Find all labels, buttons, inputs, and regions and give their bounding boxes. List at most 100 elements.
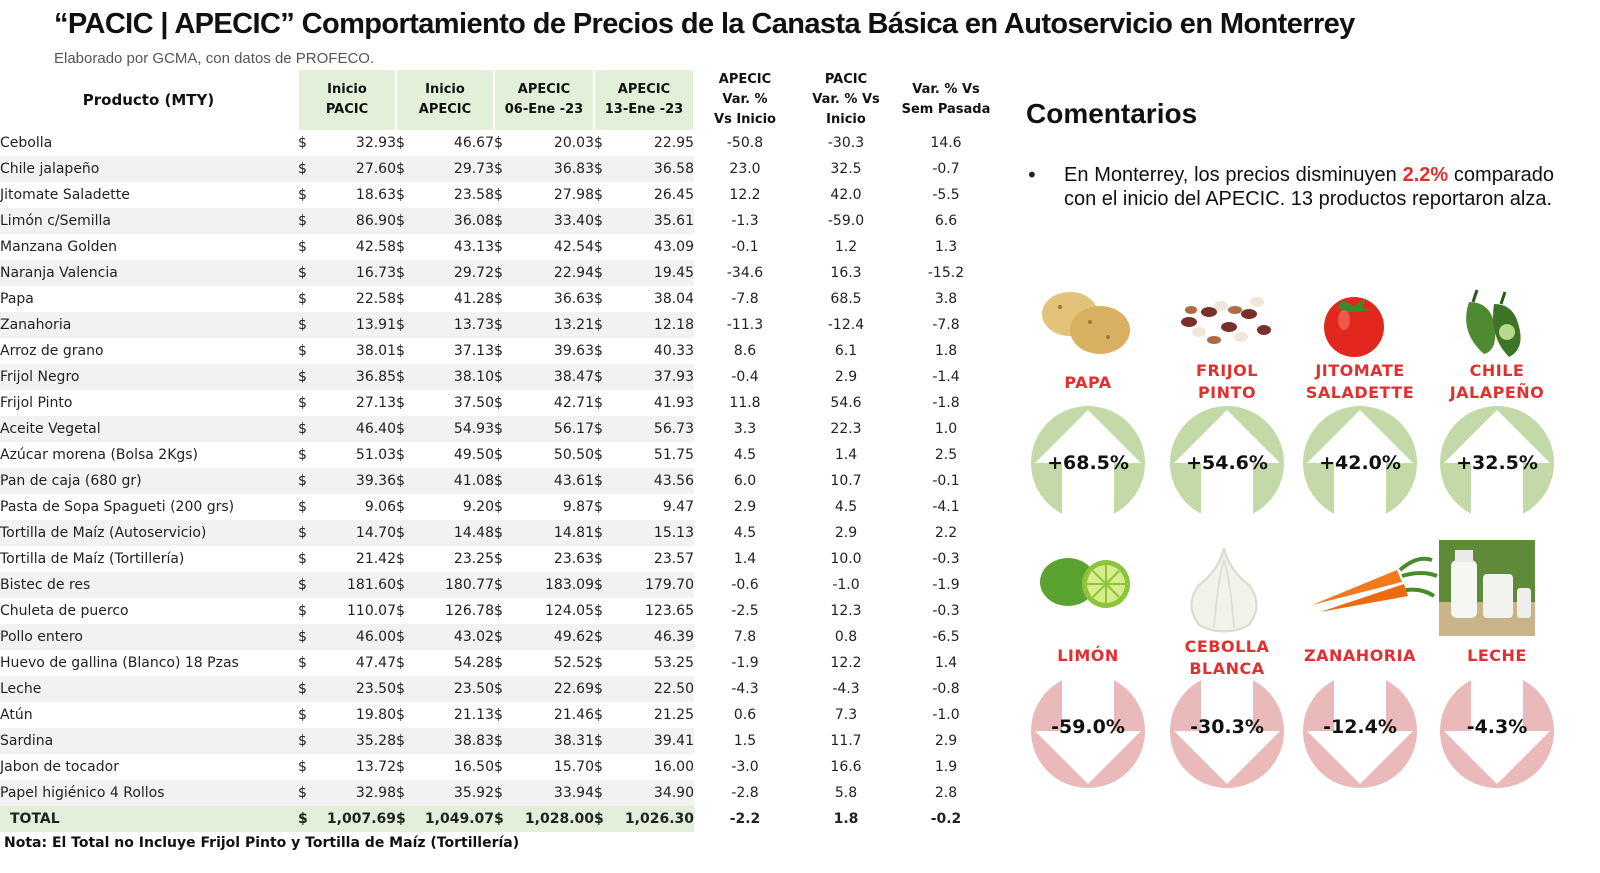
- product-label-line: BLANCA: [1189, 659, 1265, 678]
- price-cell: 36.58: [616, 156, 694, 182]
- price-cell: 12.18: [616, 312, 694, 338]
- variation-cell: 4.5: [834, 499, 858, 515]
- product-name: Huevo de gallina (Blanco) 18 Pzas: [0, 655, 239, 671]
- product-name: Azúcar morena (Bolsa 2Kgs): [0, 447, 199, 463]
- percent-change: +68.5%: [1047, 452, 1129, 474]
- table-header-row: Producto (MTY) Inicio PACIC Inicio APECIC …: [0, 70, 997, 130]
- potato-icon: [1030, 282, 1140, 366]
- price-cell: 39.63: [553, 343, 594, 359]
- price-cell: 13.21: [516, 312, 594, 338]
- currency-sign: $: [298, 468, 320, 494]
- currency-sign: $: [396, 676, 418, 702]
- arrow-down-icon: -4.3%: [1440, 674, 1554, 788]
- currency-sign: $: [494, 806, 516, 832]
- percent-change: +54.6%: [1186, 452, 1268, 474]
- product-name: Papa: [0, 291, 34, 307]
- currency-sign: $: [594, 135, 603, 151]
- currency-sign: $: [594, 364, 616, 390]
- currency-sign: $: [494, 260, 516, 286]
- tomato-icon: [1302, 282, 1412, 366]
- product-label: CEBOLLA BLANCA: [1157, 636, 1297, 680]
- product-label-line: FRIJOL: [1196, 361, 1258, 380]
- product-name: Arroz de grano: [0, 343, 104, 359]
- currency-sign: $: [594, 624, 616, 650]
- currency-sign: $: [298, 447, 307, 463]
- price-cell: 37.50: [453, 395, 494, 411]
- price-cell: 41.08: [418, 468, 494, 494]
- price-cell: 54.93: [418, 416, 494, 442]
- variation-cell: 1.0: [934, 421, 958, 437]
- price-cell: 36.08: [418, 208, 494, 234]
- variation-cell: 8.6: [733, 343, 757, 359]
- variation-cell: -6.5: [932, 629, 960, 645]
- variation-cell: -12.4: [827, 317, 865, 333]
- variation-cell: 42.0: [830, 187, 862, 203]
- arrow-up-icon: +68.5%: [1031, 406, 1145, 520]
- variation-cell: 1.5: [733, 733, 757, 749]
- price-cell: 43.02: [418, 624, 494, 650]
- currency-sign: $: [396, 395, 405, 411]
- price-cell: 22.94: [516, 260, 594, 286]
- variation-cell: 1.2: [834, 239, 858, 255]
- table-row: Pollo entero $46.00 $43.02 $49.62 $46.39 7.8 0…: [0, 624, 996, 650]
- currency-sign: $: [396, 156, 418, 182]
- price-cell: 21.25: [653, 707, 694, 723]
- table-row: Frijol Negro $36.85 $38.10 $38.47 $37.93 -0.4…: [0, 364, 996, 390]
- table-row: Huevo de gallina (Blanco) 18 Pzas $47.47 $…: [0, 650, 996, 676]
- product-label-line: CHILE: [1469, 361, 1525, 380]
- variation-cell: -5.5: [932, 187, 960, 203]
- variation-cell: 12.3: [830, 603, 862, 619]
- currency-sign: $: [594, 759, 603, 775]
- price-cell: 19.80: [355, 707, 396, 723]
- arrow-down-icon: -12.4%: [1303, 674, 1417, 788]
- table-row: Chile jalapeño $27.60 $29.73 $36.83 $36.58 23…: [0, 156, 996, 182]
- currency-sign: $: [494, 655, 503, 671]
- price-cell: 22.69: [516, 676, 594, 702]
- currency-sign: $: [298, 676, 320, 702]
- price-cell: 37.93: [616, 364, 694, 390]
- variation-cell: 2.5: [934, 447, 958, 463]
- currency-sign: $: [494, 707, 503, 723]
- col-header-product: Producto (MTY): [0, 70, 299, 130]
- price-cell: 41.28: [453, 291, 494, 307]
- percent-change: +42.0%: [1319, 452, 1401, 474]
- price-cell: 23.58: [453, 187, 494, 203]
- price-cell: 14.81: [516, 520, 594, 546]
- product-name: Pasta de Sopa Spagueti (200 grs): [0, 499, 235, 515]
- currency-sign: $: [494, 728, 516, 754]
- price-cell: 16.50: [453, 759, 494, 775]
- currency-sign: $: [494, 187, 503, 203]
- currency-sign: $: [494, 364, 516, 390]
- table-row: Pan de caja (680 gr) $39.36 $41.08 $43.61 $4…: [0, 468, 996, 494]
- col-header-var-inicio: APECIC Var. % Vs Inicio: [694, 70, 797, 130]
- variation-cell: 54.6: [830, 395, 862, 411]
- variation-cell: 4.5: [733, 447, 757, 463]
- lime-icon: [1030, 540, 1140, 624]
- currency-sign: $: [298, 707, 307, 723]
- table-row: Azúcar morena (Bolsa 2Kgs) $51.03 $49.50 $5…: [0, 442, 996, 468]
- variation-cell: 2.8: [934, 785, 958, 801]
- price-cell: 53.25: [653, 655, 694, 671]
- currency-sign: $: [594, 416, 616, 442]
- product-name: Papel higiénico 4 Rollos: [0, 780, 298, 806]
- table-row: Pasta de Sopa Spagueti (200 grs) $9.06 $9.…: [0, 494, 996, 520]
- price-cell: 51.03: [355, 447, 396, 463]
- product-label: FRIJOL PINTO: [1157, 360, 1297, 404]
- arrow-up-icon: +32.5%: [1440, 406, 1554, 520]
- product-name: Pollo entero: [0, 624, 298, 650]
- currency-sign: $: [594, 551, 603, 567]
- currency-sign: $: [594, 187, 603, 203]
- product-name: Zanahoria: [0, 312, 298, 338]
- currency-sign: $: [298, 624, 320, 650]
- price-cell: 16.00: [653, 759, 694, 775]
- variation-cell: -59.0: [827, 213, 865, 229]
- price-cell: 183.09: [516, 572, 594, 598]
- product-name: Frijol Pinto: [0, 395, 73, 411]
- currency-sign: $: [494, 624, 516, 650]
- product-name: Pan de caja (680 gr): [0, 468, 298, 494]
- price-cell: 23.25: [453, 551, 494, 567]
- price-cell: 32.98: [320, 780, 396, 806]
- currency-sign: $: [396, 260, 418, 286]
- currency-sign: $: [396, 187, 405, 203]
- currency-sign: $: [396, 468, 418, 494]
